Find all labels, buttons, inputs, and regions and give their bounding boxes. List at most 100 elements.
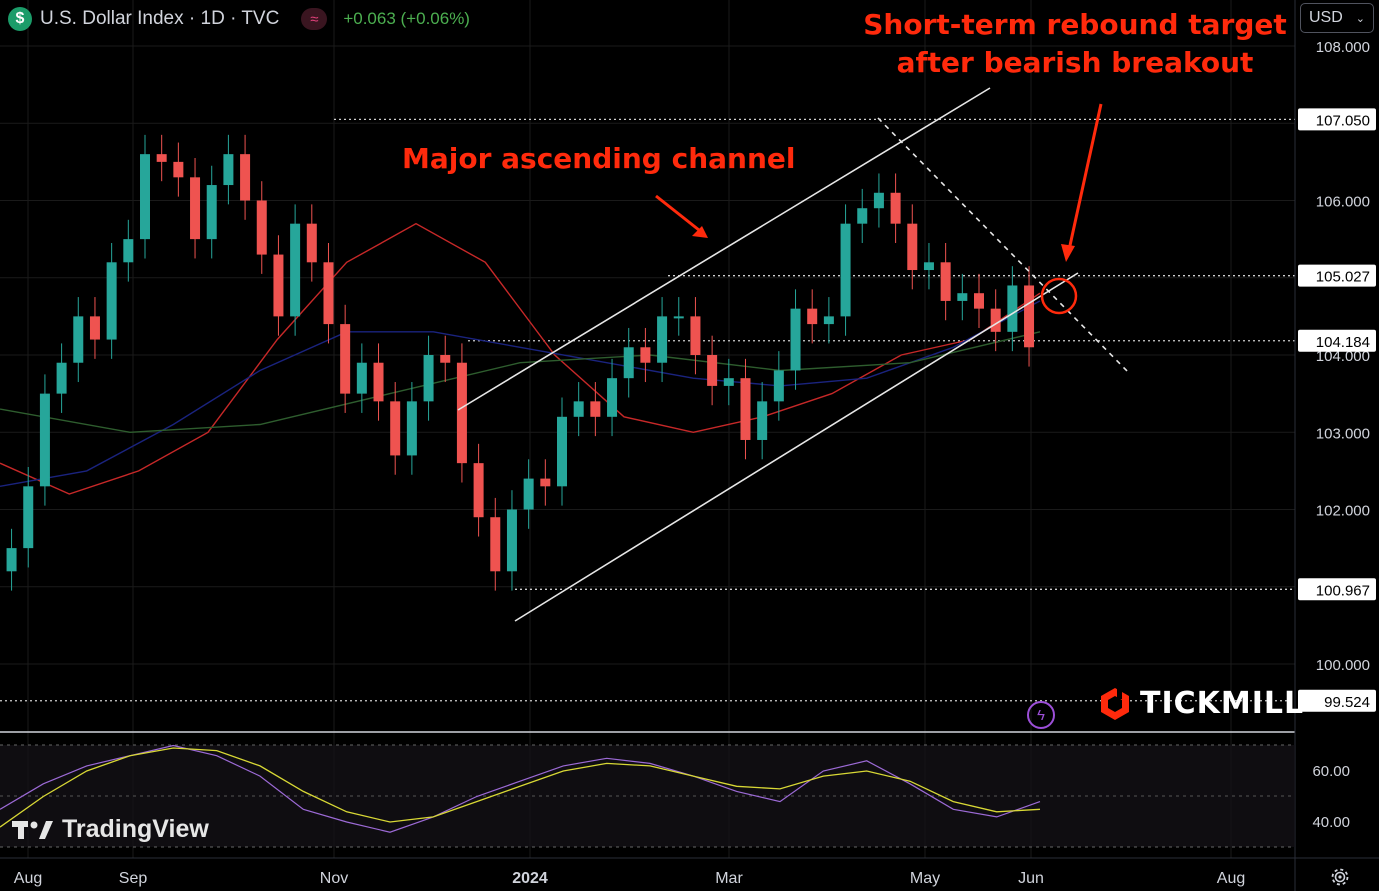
price-tag-bg-1	[1298, 264, 1376, 287]
x-tick-label-7: Aug	[1217, 870, 1245, 887]
y-tick-label-5: 108.000	[1316, 39, 1370, 56]
ma-line-0	[0, 222, 1041, 495]
candle-body-2	[39, 393, 50, 487]
target-annotation: Short-term rebound target after bearish …	[860, 6, 1290, 82]
ma-line-1	[0, 300, 1041, 487]
candle-body-50	[840, 223, 851, 317]
y-tick-label-1: 102.000	[1316, 503, 1370, 520]
candle-body-49	[823, 316, 834, 325]
candle-body-52	[873, 192, 884, 209]
candlesticks	[6, 134, 1035, 591]
price-axis: 100.000 102.000 103.000 104.000 106.000 108.0…	[1298, 39, 1376, 831]
candle-body-44	[740, 378, 751, 440]
candle-body-45	[757, 401, 768, 440]
target-arrow-head	[1061, 244, 1075, 262]
candle-body-54	[907, 223, 918, 271]
candle-body-15	[256, 200, 267, 255]
candle-body-21	[356, 362, 367, 394]
candle-body-14	[240, 154, 251, 201]
candle-body-61	[1024, 285, 1035, 348]
price-change: +0.063 (+0.06%)	[343, 9, 470, 28]
y-tick-label-3: 104.000	[1316, 348, 1370, 365]
rsi-tick-label-1: 60.00	[1312, 763, 1350, 780]
candle-body-53	[890, 192, 901, 224]
settings-gear-icon[interactable]	[1329, 866, 1351, 888]
candle-body-20	[340, 324, 351, 394]
candle-body-35	[590, 401, 601, 417]
candle-body-22	[373, 362, 384, 402]
channel-arrow-head	[692, 226, 708, 238]
tickmill-logo: TICKMILL	[1098, 686, 1304, 721]
x-tick-label-6: Jun	[1018, 870, 1044, 887]
chevron-down-icon: ⌄	[1355, 12, 1365, 25]
candle-body-37	[623, 347, 634, 379]
currency-label: USD	[1309, 9, 1343, 26]
dollar-icon: $	[8, 7, 32, 31]
candle-body-42	[707, 355, 718, 386]
price-tag-bg-2	[1298, 329, 1376, 352]
candle-body-1	[23, 486, 34, 549]
candle-body-56	[940, 262, 951, 301]
price-tag-label-2: 104.184	[1316, 334, 1370, 351]
candle-body-43	[723, 378, 734, 386]
candle-body-31	[523, 478, 534, 510]
candle-body-9	[156, 154, 167, 162]
candle-body-4	[73, 316, 84, 363]
candle-body-23	[390, 401, 401, 456]
price-tag-bg-0	[1298, 108, 1376, 131]
y-tick-label-4: 106.000	[1316, 194, 1370, 211]
candle-body-28	[473, 463, 484, 518]
candle-body-38	[640, 347, 651, 363]
x-tick-label-1: Sep	[119, 870, 148, 887]
candle-body-57	[957, 293, 968, 301]
candle-body-36	[607, 378, 618, 417]
candle-body-19	[323, 262, 334, 325]
candle-body-26	[440, 355, 451, 363]
candle-body-11	[190, 177, 201, 240]
candle-body-39	[657, 316, 668, 363]
infinity-icon[interactable]: ≈	[301, 8, 328, 30]
platform-name: TradingView	[62, 815, 209, 843]
tradingview-logo[interactable]: TradingView	[12, 815, 209, 844]
price-tag-label-0: 107.050	[1316, 112, 1370, 129]
symbol-title[interactable]: U.S. Dollar Index · 1D · TVC	[40, 8, 280, 29]
candle-body-13	[223, 154, 234, 186]
candle-body-29	[490, 517, 501, 572]
candle-body-3	[56, 362, 67, 394]
channel-lower-line	[514, 272, 1079, 622]
candle-body-12	[206, 185, 217, 240]
x-tick-label-0: Aug	[14, 870, 42, 887]
candle-body-7	[123, 239, 134, 263]
candle-body-40	[673, 316, 684, 319]
x-tick-label-3: 2024	[512, 870, 548, 887]
candle-body-55	[923, 262, 934, 271]
candle-body-48	[807, 308, 818, 325]
channel-annotation: Major ascending channel	[402, 142, 796, 175]
target-annotation-line1: Short-term rebound target	[863, 8, 1287, 41]
candle-body-8	[140, 154, 150, 240]
candle-body-34	[573, 401, 584, 417]
candle-body-27	[456, 362, 467, 464]
y-tick-label-0: 100.000	[1316, 657, 1370, 674]
candle-body-10	[173, 161, 184, 178]
candle-body-60	[1007, 285, 1018, 332]
lightning-icon[interactable]: ϟ	[1027, 701, 1055, 729]
x-tick-label-5: May	[910, 870, 940, 887]
price-tag-label-4: 99.524	[1324, 694, 1370, 711]
candle-body-51	[857, 208, 868, 224]
rsi-ma-line	[0, 747, 1041, 828]
ascending-channel	[457, 87, 1131, 622]
candle-body-59	[990, 308, 1001, 332]
currency-select[interactable]: USD ⌄	[1300, 3, 1374, 33]
candle-body-16	[273, 254, 284, 317]
ma-line-2	[0, 331, 1041, 434]
candle-body-58	[974, 293, 984, 309]
candle-body-32	[540, 478, 551, 487]
price-level-lines	[0, 118, 1295, 702]
candle-body-47	[790, 308, 801, 371]
channel-arrow	[655, 194, 705, 236]
moving-averages	[0, 222, 1041, 495]
candle-body-30	[506, 509, 517, 572]
